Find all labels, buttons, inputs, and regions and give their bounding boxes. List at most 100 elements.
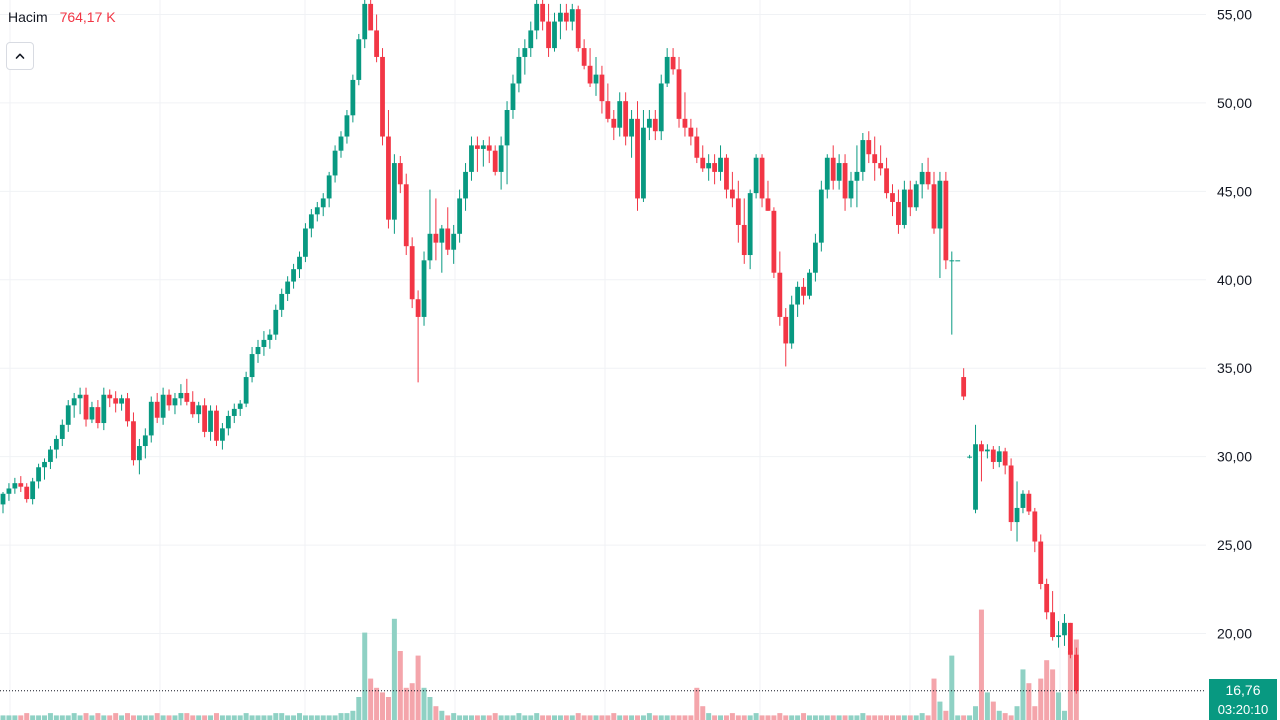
candle-body: [617, 101, 623, 128]
volume-bar: [961, 715, 967, 720]
volume-legend-label: Hacim: [8, 9, 48, 25]
candle-body: [320, 198, 326, 208]
volume-bar: [890, 715, 895, 720]
candle-body: [368, 3, 374, 31]
volume-bar: [801, 713, 807, 720]
candle-body: [724, 157, 729, 190]
candle-body: [765, 198, 771, 211]
candle-body: [818, 189, 824, 243]
candle-body: [629, 118, 634, 137]
volume-bar: [522, 715, 528, 720]
candle-body: [635, 118, 640, 199]
volume-bar: [676, 715, 682, 720]
volume-bar: [759, 715, 765, 720]
candle-body: [552, 21, 557, 49]
volume-bar: [729, 713, 735, 720]
candle-body: [884, 168, 889, 194]
volume-bar: [955, 715, 961, 720]
candle-body: [1038, 541, 1044, 584]
candle-body: [652, 118, 658, 132]
candle-body: [890, 193, 895, 202]
candle-body: [291, 269, 296, 282]
volume-bar: [605, 715, 611, 720]
candle-body: [71, 398, 77, 406]
volume-bar: [563, 715, 569, 720]
candle-body: [214, 410, 219, 441]
volume-bar: [95, 713, 101, 720]
volume-bar: [136, 715, 142, 720]
volume-bar: [753, 713, 759, 720]
candle-body: [1032, 511, 1038, 542]
volume-bar: [154, 713, 160, 720]
candle-body: [119, 398, 124, 404]
volume-bar: [783, 715, 789, 720]
volume-bar: [551, 715, 557, 720]
volume-bar: [285, 715, 291, 720]
volume-bar: [243, 713, 249, 720]
volume-bar: [338, 713, 344, 720]
candle-body: [1014, 507, 1020, 523]
candle-body: [439, 228, 445, 243]
volume-bar: [427, 697, 433, 720]
volume-bar: [166, 715, 172, 720]
volume-bar: [528, 715, 534, 720]
candle-body: [53, 438, 59, 450]
candle-body: [830, 157, 836, 181]
price-axis-label: 25,00: [1217, 537, 1252, 553]
candle-body: [605, 101, 611, 119]
volume-bar: [824, 715, 830, 720]
candle-body: [113, 398, 119, 404]
volume-bar: [65, 715, 71, 720]
candle-body: [24, 486, 30, 500]
volume-bar: [273, 713, 279, 720]
collapse-button[interactable]: [6, 42, 34, 70]
volume-bar: [795, 715, 801, 720]
volume-bar: [368, 678, 374, 720]
volume-bar: [279, 713, 285, 720]
candle-body: [842, 163, 848, 199]
volume-bar: [89, 715, 95, 720]
volume-bar: [101, 715, 107, 720]
candle-body: [148, 401, 154, 436]
volume-bar: [1056, 692, 1062, 720]
candle-body: [611, 118, 617, 128]
candle-body: [1062, 622, 1067, 636]
candle-body: [142, 435, 148, 447]
volume-bar: [1038, 678, 1044, 720]
volume-bar: [872, 715, 878, 720]
candle-body: [813, 242, 818, 273]
volume-bar: [474, 715, 480, 720]
volume-bar: [931, 678, 937, 720]
candle-body: [208, 410, 213, 432]
volume-bar: [308, 715, 314, 720]
volume-bar: [421, 687, 427, 720]
candle-body: [374, 30, 379, 57]
candle-body: [795, 286, 801, 305]
volume-bar: [806, 715, 812, 720]
candle-body: [807, 272, 812, 296]
candle-body: [688, 127, 694, 137]
volume-bar: [219, 715, 225, 720]
candle-body: [759, 157, 765, 199]
candle-body: [338, 136, 344, 151]
candle-body: [753, 157, 759, 194]
candle-body: [860, 140, 866, 172]
volume-bar: [380, 692, 386, 720]
volume-bar: [534, 713, 540, 720]
candle-body: [190, 401, 196, 415]
volume-bars: [0, 609, 1079, 720]
volume-bar: [723, 715, 729, 720]
candle-body: [160, 394, 166, 418]
volume-bar: [1014, 706, 1020, 720]
volume-bar: [1020, 669, 1026, 720]
volume-bar: [623, 715, 629, 720]
volume-bar: [557, 715, 563, 720]
candle-body: [706, 163, 712, 169]
candle-body: [457, 198, 463, 234]
candle-body: [243, 377, 249, 404]
volume-bar: [172, 715, 178, 720]
candle-body: [783, 316, 789, 344]
candle-body: [907, 189, 913, 208]
volume-bar: [326, 715, 332, 720]
